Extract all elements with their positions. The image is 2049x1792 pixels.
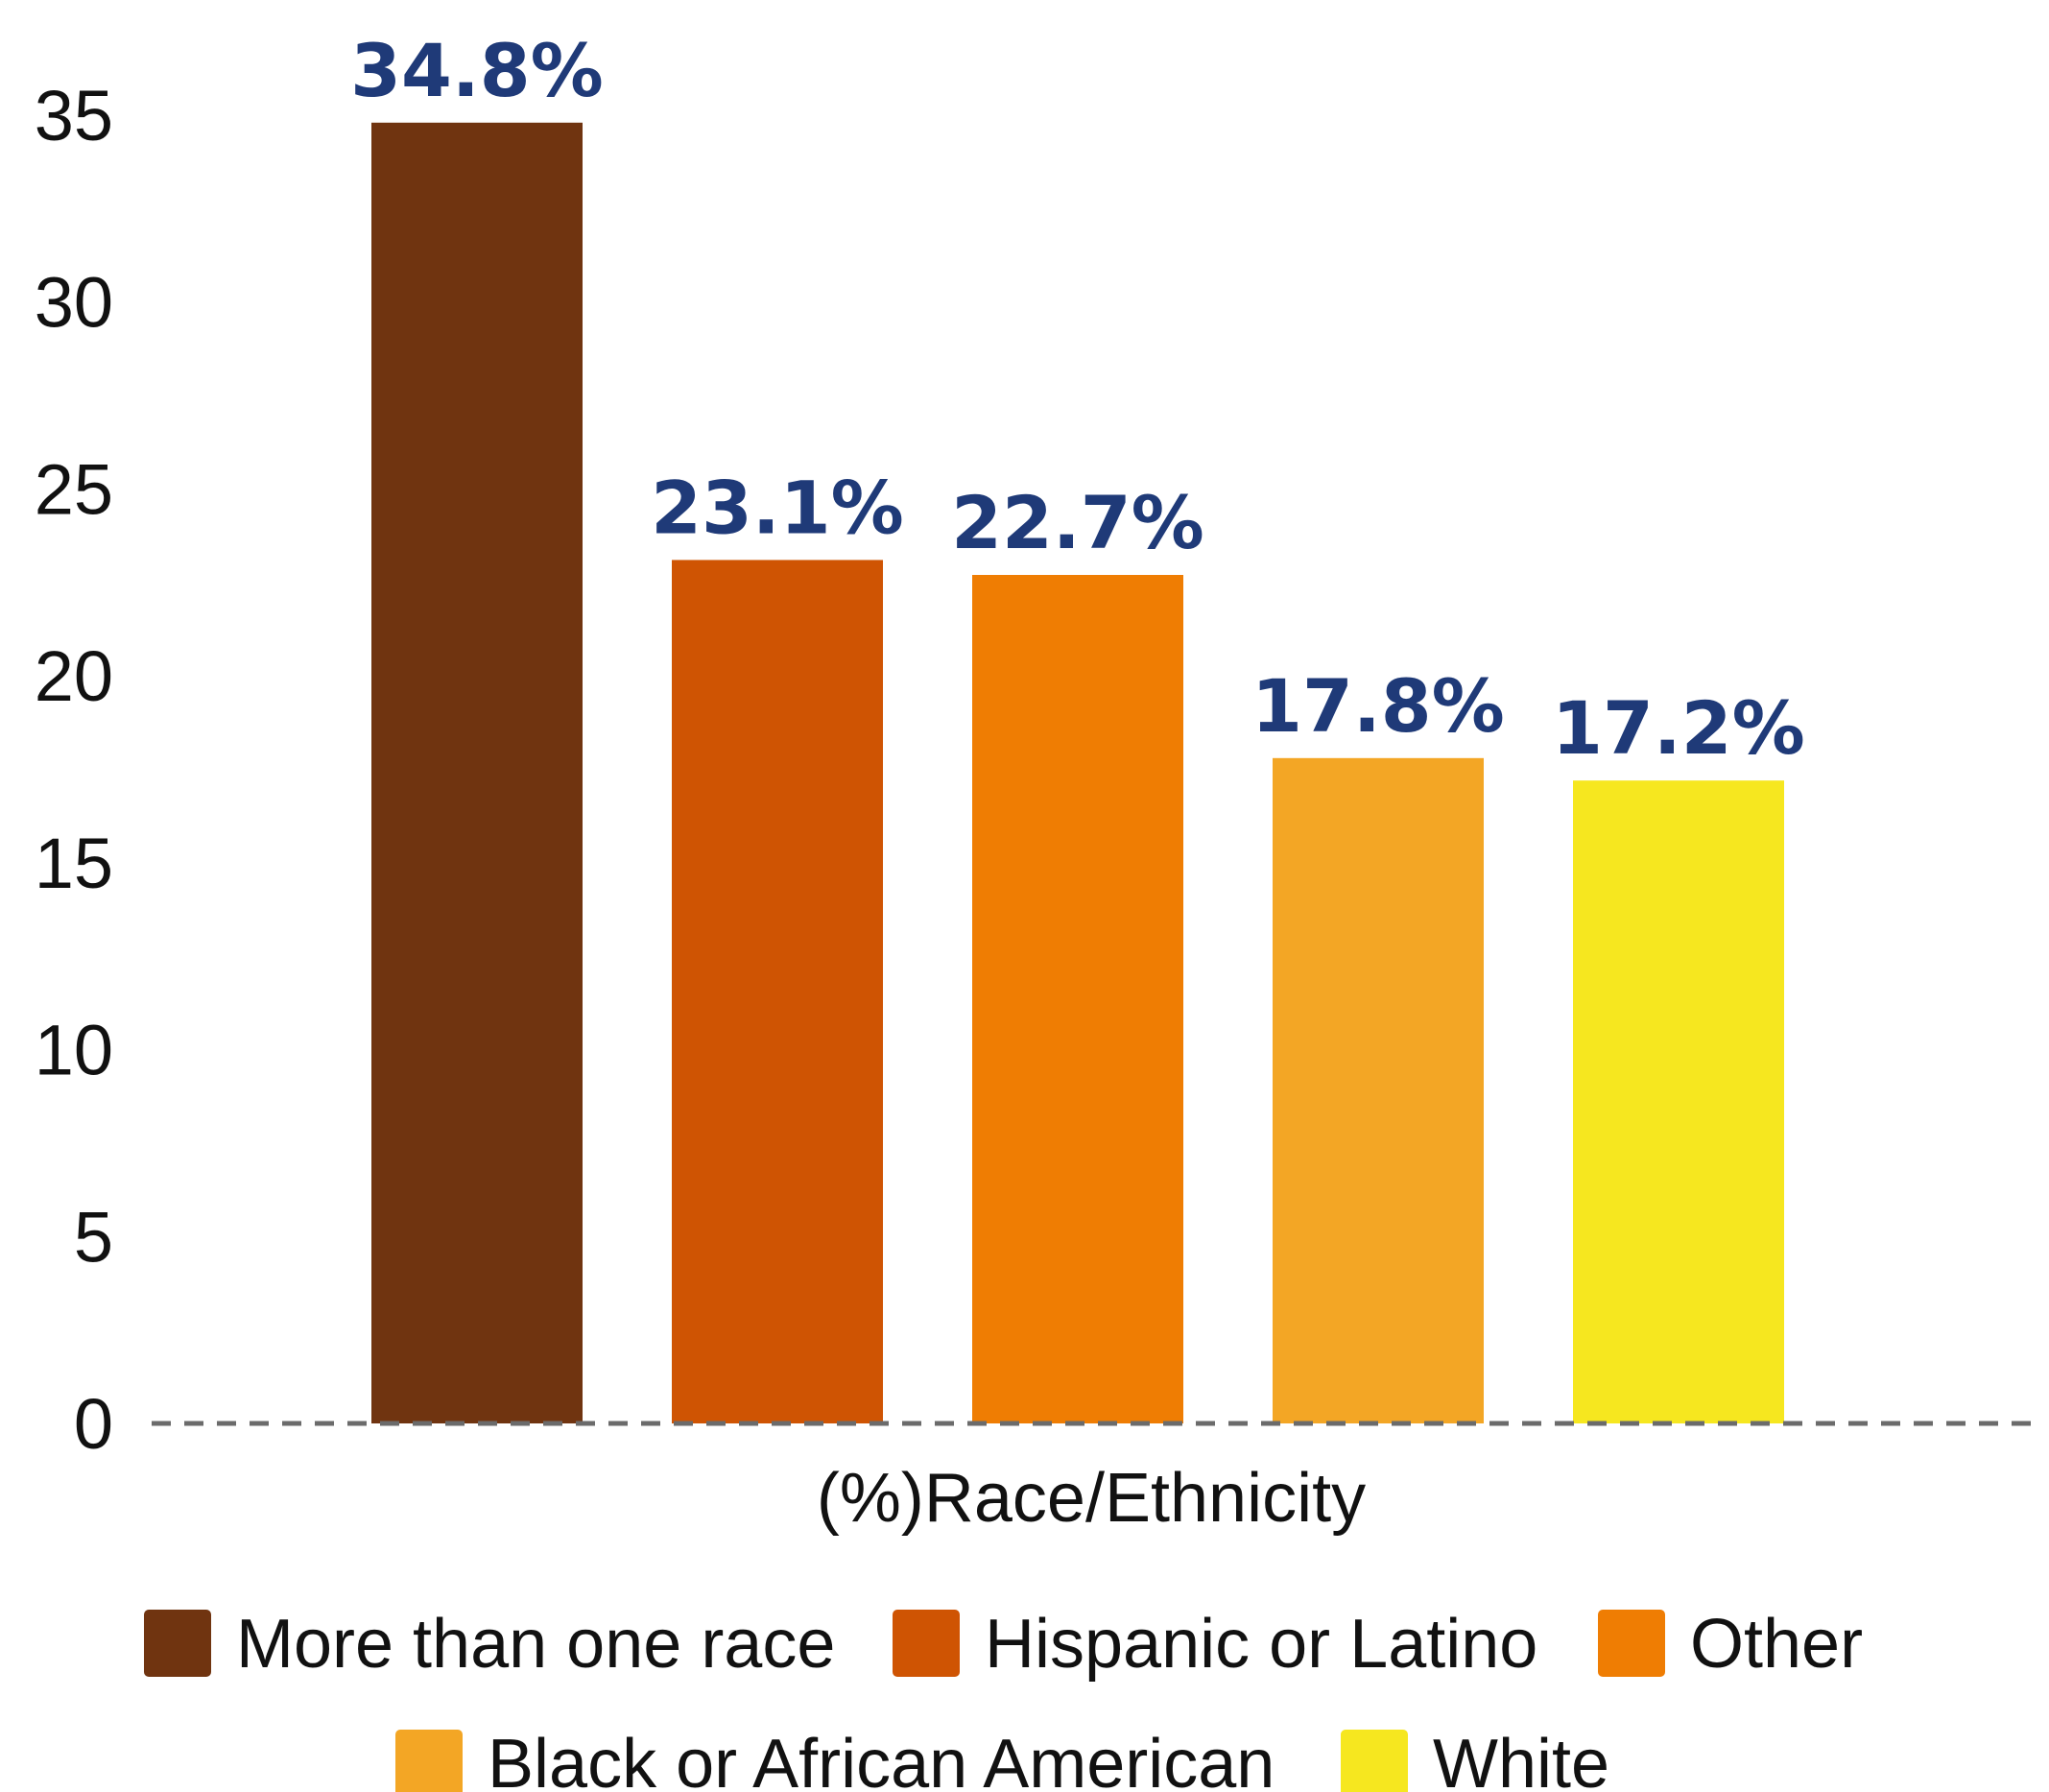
bars [371, 122, 1784, 1423]
data-label: 17.8% [1251, 663, 1505, 749]
bar [672, 560, 883, 1423]
y-axis-ticks: 0 5 10 15 20 25 30 35 [35, 76, 113, 1464]
legend-swatch [144, 1610, 211, 1677]
legend-label: More than one race [236, 1606, 835, 1683]
y-tick-label: 15 [35, 824, 113, 903]
y-tick-label: 0 [74, 1384, 113, 1464]
y-tick-label: 5 [74, 1197, 113, 1277]
legend-swatch [1598, 1610, 1665, 1677]
y-tick-label: 20 [35, 636, 113, 716]
y-tick-label: 10 [35, 1011, 113, 1090]
legend-swatch [1341, 1730, 1408, 1792]
legend-label: Black or African American [488, 1726, 1275, 1792]
data-labels: 34.8% 23.1% 22.7% 17.8% 17.2% [350, 28, 1805, 771]
legend-label: White [1433, 1726, 1609, 1792]
bar [1273, 757, 1484, 1423]
bar [371, 122, 583, 1423]
legend-label: Other [1690, 1606, 1863, 1683]
legend-swatch [395, 1730, 463, 1792]
y-tick-label: 30 [35, 263, 113, 343]
legend-label: Hispanic or Latino [985, 1606, 1537, 1683]
x-axis-title: (%)Race/Ethnicity [817, 1460, 1366, 1537]
y-tick-label: 25 [35, 449, 113, 529]
data-label: 23.1% [651, 465, 904, 550]
data-label: 22.7% [951, 480, 1204, 565]
legend-swatch [893, 1610, 960, 1677]
data-label: 17.2% [1552, 685, 1805, 771]
bar [1573, 780, 1784, 1423]
data-label: 34.8% [350, 28, 604, 113]
legend: More than one race Hispanic or Latino Othe… [144, 1606, 1863, 1792]
bar [972, 574, 1183, 1423]
y-tick-label: 35 [35, 76, 113, 155]
